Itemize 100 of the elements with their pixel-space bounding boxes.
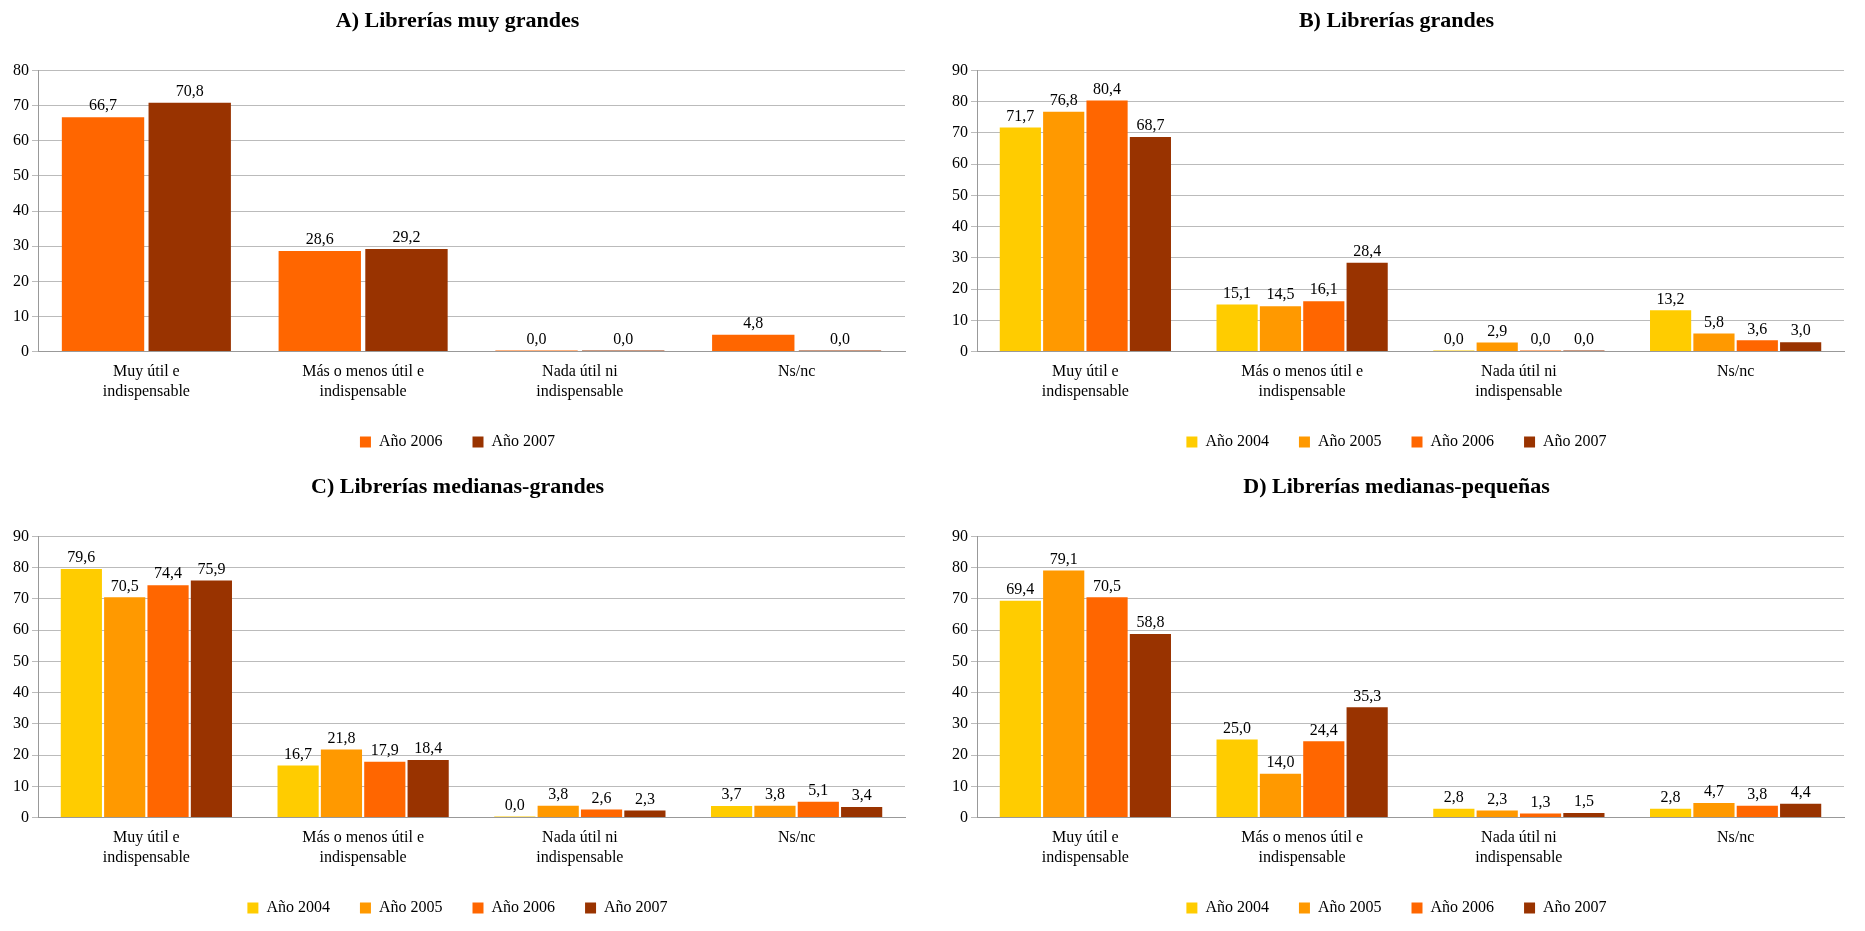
data-label: 28,6 [305, 230, 334, 248]
bar [1259, 773, 1302, 818]
data-label: 1,5 [1573, 792, 1594, 810]
y-tick-label: 90 [952, 526, 968, 544]
data-label: 5,8 [1703, 312, 1724, 330]
data-label: 2,3 [1487, 789, 1508, 807]
y-tick-label: 70 [13, 95, 29, 113]
data-label: 0,0 [613, 329, 634, 347]
legend-label: Año 2006 [491, 898, 556, 916]
legend-label: Año 2005 [1317, 898, 1382, 916]
chart-title: A) Librerías muy grandes [335, 6, 580, 32]
data-label: 16,7 [284, 744, 313, 762]
x-tick-label: Muy útil e indispensable [1041, 828, 1129, 866]
data-label: 0,0 [1443, 329, 1464, 347]
data-label: 2,3 [634, 789, 655, 807]
bar [712, 334, 795, 352]
data-label: 70,5 [110, 576, 139, 594]
bar [278, 251, 361, 352]
data-label: 25,0 [1223, 718, 1252, 736]
data-label: 3,7 [721, 785, 742, 803]
bar [1259, 306, 1302, 352]
y-tick-label: 0 [21, 807, 29, 825]
bar [1563, 812, 1605, 818]
chart-title: D) Librerías medianas-pequeñas [1243, 472, 1551, 498]
bar [1650, 808, 1692, 818]
data-label: 2,9 [1487, 321, 1508, 339]
y-tick-label: 10 [952, 310, 968, 328]
legend-label: Año 2004 [1205, 898, 1269, 916]
bar [1346, 707, 1388, 818]
legend-label: Año 2005 [378, 898, 443, 916]
bar [190, 580, 232, 818]
bar [1129, 633, 1171, 818]
x-tick-label: Nada útil ni indispensable [1475, 828, 1563, 866]
bar [537, 805, 579, 818]
data-label: 3,8 [548, 784, 569, 802]
data-label: 3,4 [851, 786, 872, 804]
y-tick-label: 80 [13, 60, 29, 78]
y-tick-label: 10 [13, 306, 29, 324]
bar [1780, 342, 1822, 352]
bar [1476, 342, 1518, 352]
legend-label: Año 2006 [378, 432, 443, 450]
data-label: 79,1 [1049, 549, 1078, 567]
x-tick-label: Muy útil e indispensable [102, 828, 190, 866]
y-tick-label: 50 [13, 651, 29, 669]
legend-label: Año 2007 [1543, 432, 1607, 450]
bar [1780, 803, 1822, 818]
bar [1303, 741, 1345, 818]
data-label: 4,4 [1790, 783, 1811, 801]
data-label: 74,4 [154, 564, 183, 582]
legend-label: Año 2007 [491, 432, 556, 450]
data-label: 5,1 [808, 780, 829, 798]
x-tick-label: Muy útil e indispensable [1041, 362, 1129, 400]
x-tick-label: Ns/nc [1716, 362, 1755, 380]
bar [147, 585, 189, 818]
data-label: 13,2 [1656, 289, 1685, 307]
data-label: 17,9 [370, 740, 399, 758]
data-label: 0,0 [504, 795, 525, 813]
data-label: 3,0 [1790, 321, 1811, 339]
y-tick-label: 80 [952, 91, 968, 109]
data-label: 76,8 [1049, 90, 1078, 108]
data-label: 14,5 [1266, 285, 1295, 303]
data-label: 1,3 [1530, 792, 1551, 810]
y-tick-label: 80 [13, 557, 29, 575]
bar [148, 102, 231, 352]
bar [61, 117, 145, 352]
y-tick-label: 20 [952, 279, 968, 297]
data-label: 35,3 [1353, 686, 1382, 704]
data-label: 71,7 [1006, 106, 1035, 124]
y-tick-label: 40 [13, 201, 29, 219]
bar [1043, 570, 1085, 818]
data-label: 58,8 [1136, 613, 1165, 631]
bar [1346, 262, 1388, 352]
y-tick-label: 20 [13, 745, 29, 763]
y-tick-label: 50 [13, 166, 29, 184]
y-tick-label: 0 [21, 341, 29, 359]
legend-label: Año 2004 [1205, 432, 1269, 450]
data-label: 4,7 [1703, 782, 1724, 800]
bar [1086, 597, 1128, 818]
y-tick-label: 50 [952, 185, 968, 203]
data-label: 0,0 [1530, 329, 1551, 347]
y-tick-label: 80 [952, 557, 968, 575]
legend-label: Año 2004 [266, 898, 330, 916]
y-tick-label: 40 [952, 682, 968, 700]
data-label: 0,0 [1573, 329, 1594, 347]
bar [1476, 810, 1518, 818]
x-tick-label: Nada útil ni indispensable [536, 828, 624, 866]
y-tick-label: 30 [13, 236, 29, 254]
data-label: 80,4 [1093, 79, 1122, 97]
bar [797, 801, 839, 818]
data-label: 0,0 [829, 329, 850, 347]
y-tick-label: 30 [952, 248, 968, 266]
bar [580, 809, 623, 818]
legend-label: Año 2006 [1430, 432, 1495, 450]
data-label: 66,7 [89, 96, 118, 114]
data-label: 14,0 [1266, 753, 1295, 771]
y-tick-label: 60 [952, 620, 968, 638]
y-tick-label: 90 [13, 526, 29, 544]
bar [1693, 333, 1735, 352]
bar [1129, 136, 1171, 352]
y-tick-label: 10 [952, 776, 968, 794]
